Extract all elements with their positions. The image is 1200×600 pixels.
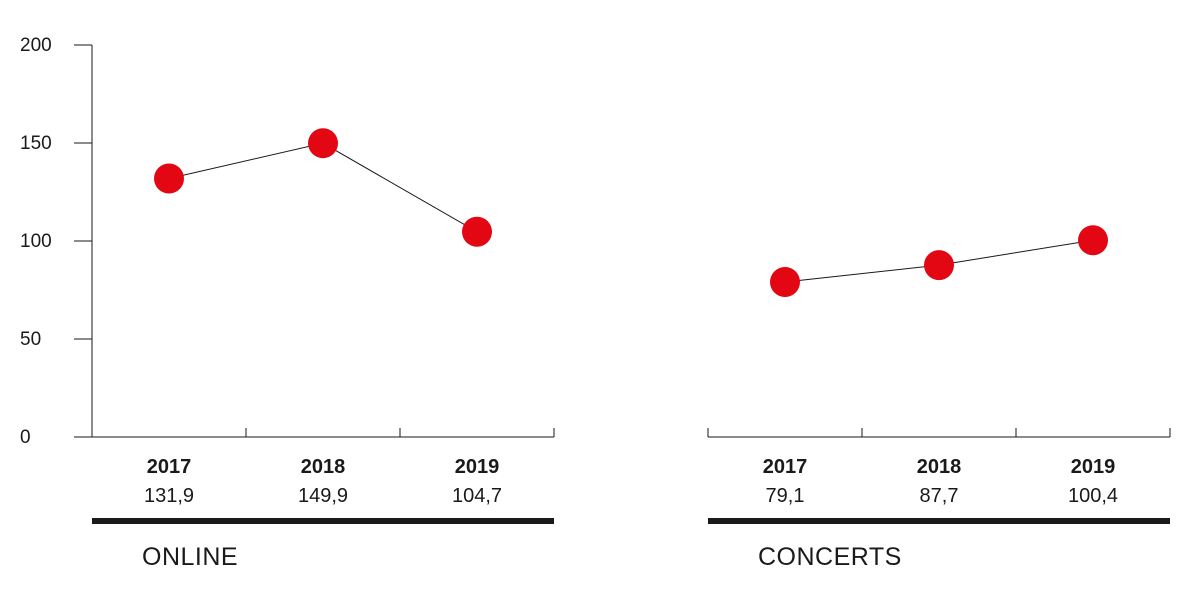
data-label: 100,4 bbox=[1068, 485, 1118, 507]
x-tick-label: 2019 bbox=[455, 456, 500, 478]
y-tick-label: 100 bbox=[20, 231, 52, 252]
panel-online: 2017 131,9 2018 149,9 2019 104,7 ONLINE bbox=[91, 128, 555, 571]
y-tick-label: 0 bbox=[20, 427, 31, 448]
panel-underline bbox=[92, 518, 554, 524]
data-point-2019 bbox=[1078, 225, 1108, 256]
data-label: 104,7 bbox=[452, 485, 502, 507]
data-point-2019 bbox=[462, 216, 492, 247]
y-tick-label: 50 bbox=[20, 329, 41, 350]
x-tick-label: 2019 bbox=[1071, 456, 1116, 478]
data-point-2018 bbox=[308, 128, 338, 159]
y-tick-label: 200 bbox=[20, 35, 52, 56]
y-tick-label: 150 bbox=[20, 133, 52, 154]
data-label: 131,9 bbox=[144, 485, 194, 507]
data-label: 149,9 bbox=[298, 485, 348, 507]
panel-title: CONCERTS bbox=[758, 543, 902, 571]
x-tick-label: 2018 bbox=[917, 456, 962, 478]
panel-concerts: 2017 79,1 2018 87,7 2019 100,4 CONCERTS bbox=[707, 225, 1171, 571]
data-point-2017 bbox=[154, 163, 184, 194]
panel-underline bbox=[708, 518, 1170, 524]
panel-title: ONLINE bbox=[142, 543, 238, 571]
data-label: 87,7 bbox=[920, 485, 959, 507]
data-label: 79,1 bbox=[766, 485, 805, 507]
data-point-2017 bbox=[770, 266, 800, 297]
x-tick-label: 2017 bbox=[763, 456, 808, 478]
y-axis: 0 50 100 150 200 bbox=[20, 35, 93, 448]
x-tick-label: 2017 bbox=[147, 456, 192, 478]
data-point-2018 bbox=[924, 250, 954, 281]
x-tick-label: 2018 bbox=[301, 456, 346, 478]
